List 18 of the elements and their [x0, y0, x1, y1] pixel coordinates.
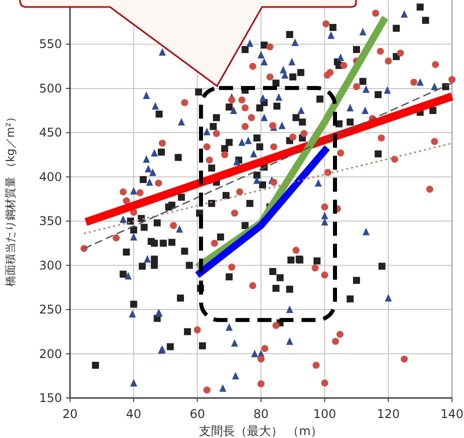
- y-tick-label: 300: [39, 258, 62, 272]
- x-axis-title: 支間長（最大） （m）: [199, 424, 323, 438]
- y-axis-title: 橋面積当たり鋼材質量 （kg／m²）: [4, 112, 17, 286]
- x-tick-label: 140: [440, 407, 464, 421]
- x-tick-label: 120: [376, 407, 400, 421]
- y-tick-label: 450: [39, 126, 62, 140]
- y-tick-label: 500: [39, 81, 62, 96]
- x-tick-label: 60: [190, 407, 205, 421]
- y-tick-label: 200: [39, 346, 62, 361]
- y-tick-label: 150: [39, 391, 62, 405]
- y-tick-label: 400: [39, 170, 62, 184]
- x-tick-label: 80: [253, 407, 269, 421]
- x-tick-label: 40: [126, 407, 142, 421]
- y-tick-label: 350: [39, 214, 62, 228]
- y-tick-label: 250: [39, 302, 62, 317]
- y-tick-label: 550: [39, 37, 62, 52]
- x-tick-label: 100: [313, 407, 336, 421]
- x-tick-label: 20: [62, 407, 78, 421]
